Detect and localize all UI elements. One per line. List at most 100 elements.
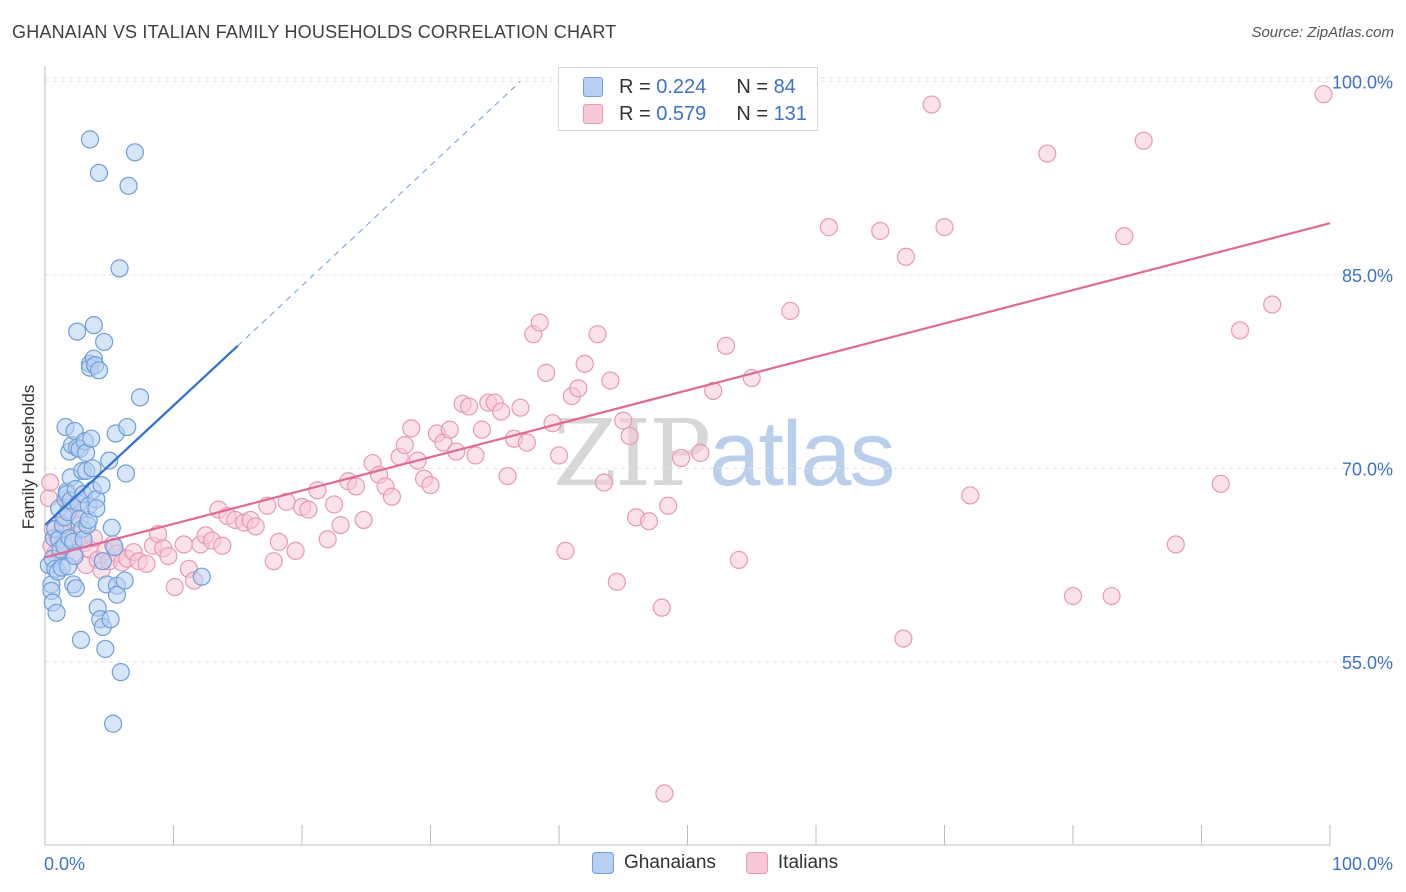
italians-point xyxy=(440,420,459,439)
italians-point xyxy=(704,381,723,401)
y-tick-label: 100.0% xyxy=(1332,72,1393,92)
italians-point xyxy=(588,325,607,344)
ghanaians-point xyxy=(100,451,119,470)
ghanaians-point xyxy=(92,476,111,495)
italians-point xyxy=(492,402,511,421)
ghanaians-point xyxy=(68,322,87,341)
ghanaians-point xyxy=(111,663,130,682)
ghanaians-swatch xyxy=(583,77,603,97)
italians-point xyxy=(537,363,556,382)
ghanaians-point xyxy=(96,639,115,659)
ghanaians-points xyxy=(39,130,211,733)
ghanaians-point xyxy=(101,610,120,629)
italians-point xyxy=(421,476,440,495)
italians-point xyxy=(459,397,479,416)
italians-point xyxy=(871,221,890,241)
correlation-legend: R = 0.224 N = 84 R = 0.579 N = 131 xyxy=(558,67,818,131)
ghanaians-point xyxy=(84,316,103,335)
italians-point xyxy=(395,436,414,455)
x-tick-label: 0.0% xyxy=(44,854,85,874)
ghanaians-point xyxy=(102,518,121,537)
italians-point xyxy=(466,446,485,465)
italians-point xyxy=(318,530,337,549)
italians-point xyxy=(935,218,954,237)
italians-point xyxy=(1166,535,1185,554)
italians-point xyxy=(498,466,517,486)
ghanaians-point xyxy=(83,459,102,478)
watermark: ZIPatlas xyxy=(553,400,896,507)
italians-point xyxy=(511,398,530,417)
chart-title: GHANAIAN VS ITALIAN FAMILY HOUSEHOLDS CO… xyxy=(12,22,617,42)
r-value-ghanaians: 0.224 xyxy=(656,75,707,98)
italians-point xyxy=(961,486,980,505)
italians-point xyxy=(894,629,913,648)
italians-point xyxy=(639,512,659,531)
legend-item-italians[interactable]: Italians xyxy=(745,852,838,874)
italians-point xyxy=(1102,586,1121,606)
italians-point xyxy=(472,420,491,439)
ghanaians-point xyxy=(115,571,134,590)
ghanaians-point xyxy=(110,259,129,278)
italians-point xyxy=(781,301,800,321)
ghanaians-point xyxy=(71,630,91,649)
italians-point xyxy=(1230,321,1250,340)
ghanaians-point xyxy=(66,579,85,598)
italians-point xyxy=(331,515,350,535)
ghanaians-trend-extension xyxy=(237,80,521,347)
ghanaians-point xyxy=(118,417,137,437)
ghanaians-point xyxy=(89,163,109,183)
ghanaians-point xyxy=(89,361,109,380)
italians-point xyxy=(1038,144,1057,163)
ghanaians-point xyxy=(125,143,145,162)
italians-point xyxy=(671,448,691,468)
italians-point xyxy=(354,510,373,530)
ghanaians-point xyxy=(47,603,66,622)
legend-label-ghanaians: Ghanaians xyxy=(624,852,716,873)
italians-point xyxy=(530,313,549,332)
italians-point xyxy=(716,336,736,355)
italians-point xyxy=(346,477,366,496)
italians-point xyxy=(896,247,916,266)
italians-point xyxy=(655,784,674,803)
ghanaians-point xyxy=(119,176,138,195)
italians-point xyxy=(165,577,184,597)
italians-point xyxy=(517,433,536,452)
italians-point xyxy=(264,552,283,571)
italians-point xyxy=(652,598,671,617)
ghanaians-point xyxy=(116,464,136,483)
italians-point xyxy=(729,550,749,570)
legend-row-ghanaians: R = 0.224 N = 84 xyxy=(583,75,796,99)
italians-point xyxy=(246,517,265,536)
italians-legend-swatch xyxy=(745,852,768,874)
y-tick-label: 70.0% xyxy=(1342,459,1393,479)
n-label: N = xyxy=(736,102,768,125)
italians-point xyxy=(382,487,402,506)
italians-point xyxy=(1115,227,1134,246)
ghanaians-point xyxy=(192,567,211,586)
trend-lines xyxy=(44,80,1331,559)
italians-point xyxy=(601,371,620,390)
ghanaians-point xyxy=(93,552,112,571)
r-label: R = xyxy=(619,102,651,125)
ghanaians-point xyxy=(95,332,114,352)
ghanaians-point xyxy=(80,130,100,149)
italians-point xyxy=(269,532,288,551)
italians-point xyxy=(607,572,626,591)
italians-swatch xyxy=(583,104,603,124)
x-tick-label: 100.0% xyxy=(1332,854,1393,874)
italians-point xyxy=(549,446,569,465)
r-label: R = xyxy=(619,75,651,98)
n-value-ghanaians: 84 xyxy=(773,75,796,98)
italians-point xyxy=(299,500,318,519)
italians-point xyxy=(922,95,941,114)
n-value-italians: 131 xyxy=(773,102,807,125)
r-value-italians: 0.579 xyxy=(656,102,707,125)
ghanaians-point xyxy=(107,585,127,604)
italians-point xyxy=(1211,474,1230,493)
italians-point xyxy=(213,536,232,555)
ghanaians-point xyxy=(130,388,150,407)
ghanaians-trend-line xyxy=(44,344,239,526)
tick-labels: 55.0% 70.0% 85.0% 100.0% 0.0% 100.0% xyxy=(44,72,1393,874)
legend-item-ghanaians[interactable]: Ghanaians xyxy=(592,852,716,874)
